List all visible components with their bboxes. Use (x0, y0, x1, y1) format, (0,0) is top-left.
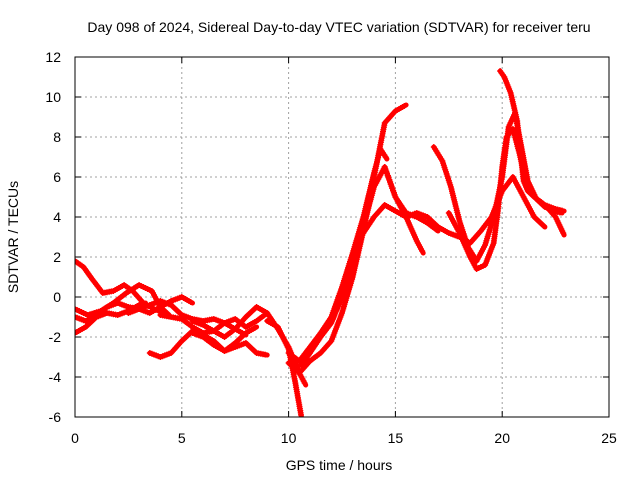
y-tick-label: 12 (45, 49, 61, 65)
series-line (286, 102, 409, 376)
grid (75, 57, 609, 417)
y-tick-label: 6 (53, 169, 61, 185)
series-markers (189, 304, 308, 386)
data-point-marker (382, 154, 389, 160)
y-tick-label: 0 (53, 289, 61, 305)
data-point-marker (560, 230, 567, 236)
series-markers (289, 164, 440, 370)
tick-labels: 0 5 10 15 20 25 -6 -4 -2 0 2 4 6 8 10 12 (45, 49, 617, 446)
series-markers (445, 126, 567, 272)
series-markers (360, 174, 547, 246)
series-markers (497, 68, 565, 214)
data-point-marker (262, 351, 269, 358)
x-tick-label: 25 (601, 430, 617, 446)
series-sat-q (445, 126, 567, 272)
x-tick-label: 15 (388, 430, 404, 446)
y-tick-label: -2 (49, 329, 62, 345)
x-tick-label: 10 (281, 430, 297, 446)
chart-title: Day 098 of 2024, Sidereal Day-to-day VTE… (87, 19, 590, 35)
series-markers (189, 325, 258, 354)
x-tick-label: 0 (71, 430, 79, 446)
axis-ticks (74, 56, 610, 418)
y-tick-label: 10 (45, 89, 61, 105)
y-tick-label: 2 (53, 249, 61, 265)
data-point-marker (187, 299, 194, 305)
data-point-marker (251, 325, 258, 331)
y-tick-label: 8 (53, 129, 61, 145)
data-point-marker (540, 222, 547, 229)
x-axis-label: GPS time / hours (286, 457, 393, 473)
series-sat-n (360, 174, 548, 246)
series-sat-g (189, 304, 309, 388)
series-sat-o (381, 164, 426, 256)
x-tick-label: 5 (178, 430, 186, 446)
series-sat-m (289, 164, 441, 370)
series-markers (285, 103, 408, 376)
series-group (75, 68, 567, 417)
series-markers (381, 164, 426, 254)
series-sat-k (285, 102, 409, 376)
series-sat-r (497, 68, 567, 214)
y-tick-label: 4 (53, 209, 61, 225)
data-point-marker (301, 380, 308, 386)
y-tick-label: -6 (49, 409, 62, 425)
data-point-marker (419, 248, 426, 254)
x-tick-label: 20 (494, 430, 510, 446)
series-sat-i (189, 324, 260, 354)
data-point-marker (559, 207, 565, 214)
y-axis-label: SDTVAR / TECUs (5, 181, 21, 293)
y-tick-label: -4 (49, 369, 62, 385)
data-point-marker (401, 103, 408, 109)
plot-frame (74, 56, 610, 418)
